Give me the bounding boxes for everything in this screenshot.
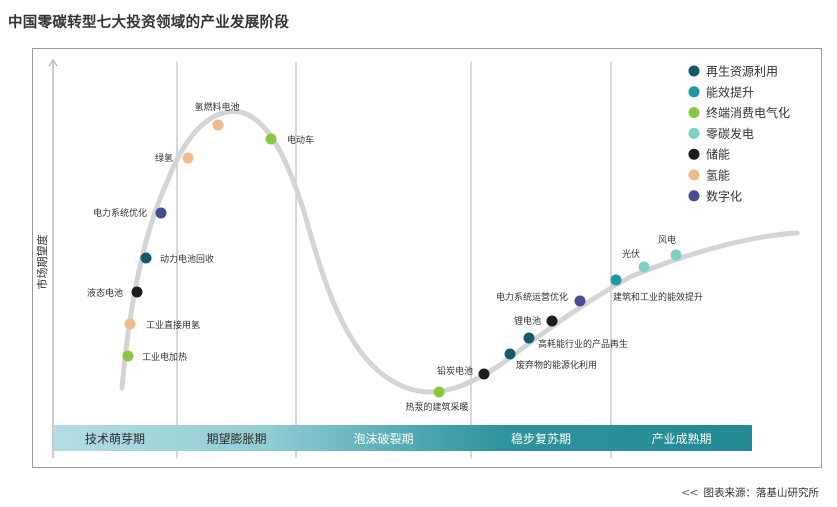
data-point-label: 高耗能行业的产品再生 bbox=[538, 338, 628, 350]
data-point-label: 建筑和工业的能效提升 bbox=[613, 291, 703, 303]
data-point-label: 动力电池回收 bbox=[160, 253, 214, 265]
data-point bbox=[433, 386, 445, 398]
legend-label: 再生资源利用 bbox=[706, 65, 778, 79]
y-axis-arrow bbox=[48, 59, 58, 67]
data-points: 工业电加热 工业直接用氢 液态电池 动力电池回收 电力系统优化 绿氢 氢燃料电池电动车热泵的… bbox=[87, 101, 703, 413]
legend-marker bbox=[688, 190, 700, 202]
phase-label: 稳步复苏期 bbox=[511, 431, 571, 446]
data-point-label: 废弃物的能源化利用 bbox=[516, 359, 597, 371]
data-point-label: 电力系统优化 bbox=[93, 207, 147, 219]
data-point bbox=[574, 295, 586, 307]
data-point bbox=[265, 133, 277, 145]
axes: 市场期望度 bbox=[35, 59, 612, 458]
phase-band: 技术萌芽期 期望膨胀期 泡沫破裂期 稳步复苏期 产业成熟期 bbox=[53, 425, 752, 451]
data-point-label: 风电 bbox=[658, 234, 676, 246]
phase-label: 产业成熟期 bbox=[651, 431, 711, 446]
source-text: 图表来源：落基山研究所 bbox=[703, 487, 820, 499]
double-chevron-left-icon: << bbox=[681, 486, 698, 499]
phase-label: 期望膨胀期 bbox=[206, 432, 266, 446]
data-point-label: 工业电加热 bbox=[142, 351, 187, 363]
data-point bbox=[140, 252, 152, 264]
legend-label: 数字化 bbox=[706, 188, 742, 203]
data-point bbox=[670, 249, 682, 261]
phase-label: 泡沫破裂期 bbox=[353, 431, 413, 446]
phase-label: 技术萌芽期 bbox=[85, 432, 145, 446]
legend-marker bbox=[688, 148, 700, 160]
data-point bbox=[124, 318, 136, 330]
data-point-label: 氢燃料电池 bbox=[194, 101, 239, 113]
data-point bbox=[523, 332, 535, 344]
y-axis-label: 市场期望度 bbox=[35, 235, 49, 290]
legend-marker bbox=[688, 86, 700, 98]
data-point-label: 光伏 bbox=[622, 248, 640, 260]
legend-label: 能效提升 bbox=[706, 84, 754, 99]
data-point-label: 锂电池 bbox=[514, 315, 541, 327]
legend-label: 储能 bbox=[706, 147, 730, 162]
legend-label: 零碳发电 bbox=[706, 126, 754, 141]
data-point-label: 液态电池 bbox=[87, 287, 123, 299]
legend-marker bbox=[688, 65, 700, 77]
data-point-label: 热泵的建筑采暖 bbox=[405, 401, 468, 413]
legend-marker bbox=[688, 127, 700, 139]
hype-curve bbox=[119, 109, 800, 395]
data-point bbox=[212, 119, 224, 131]
legend-label: 氢能 bbox=[706, 168, 730, 183]
data-point bbox=[155, 207, 167, 219]
data-point bbox=[182, 152, 194, 164]
data-point bbox=[638, 261, 650, 273]
page-title: 中国零碳转型七大投资领域的产业发展阶段 bbox=[8, 15, 290, 31]
data-point bbox=[122, 350, 134, 362]
data-point bbox=[131, 286, 143, 298]
legend-label: 终端消费电气化 bbox=[706, 105, 790, 120]
chart-frame bbox=[32, 48, 822, 468]
phase-band-background bbox=[53, 425, 752, 451]
legend-marker bbox=[688, 169, 700, 181]
data-point-label: 电动车 bbox=[287, 134, 314, 146]
data-point-label: 工业直接用氢 bbox=[146, 319, 200, 331]
data-point bbox=[478, 368, 490, 380]
source-note: << 图表来源：落基山研究所 bbox=[681, 485, 819, 500]
data-point-label: 铅炭电池 bbox=[437, 365, 473, 377]
hype-curve-path bbox=[119, 109, 800, 395]
data-point bbox=[546, 315, 558, 327]
data-point bbox=[504, 348, 516, 360]
data-point-label: 电力系统运营优化 bbox=[496, 291, 568, 303]
legend-marker bbox=[688, 107, 700, 119]
data-point bbox=[610, 274, 622, 286]
data-point-label: 绿氢 bbox=[155, 152, 173, 164]
